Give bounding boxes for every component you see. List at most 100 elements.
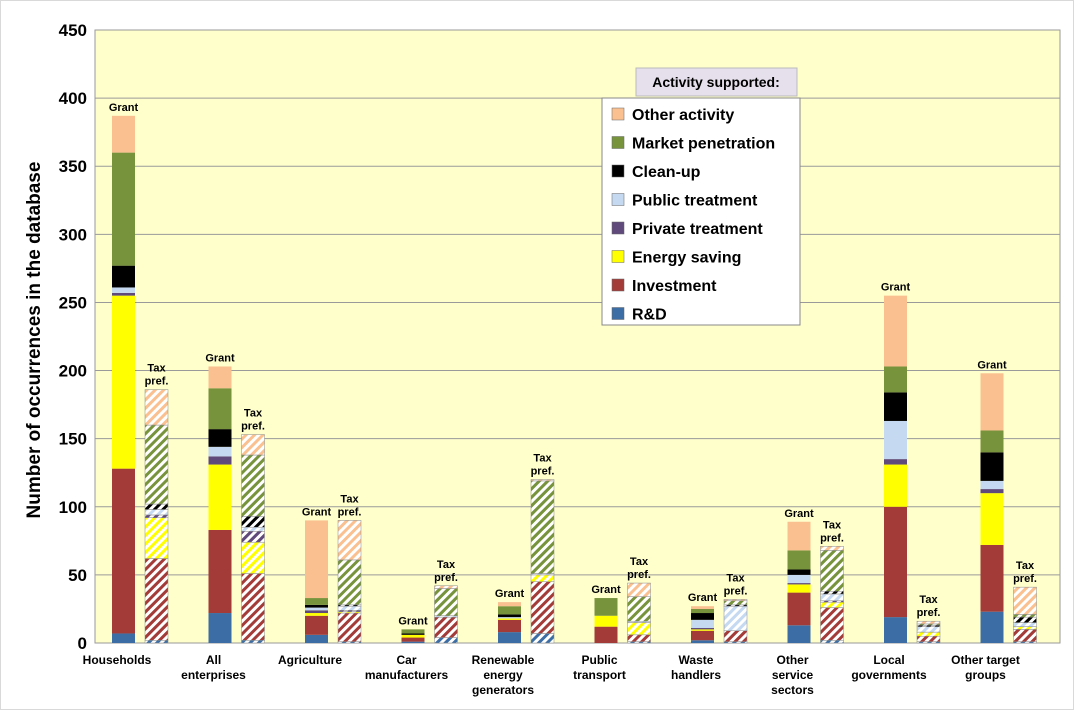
- bar-segment: [980, 373, 1004, 431]
- bar-segment: [434, 588, 458, 617]
- bar-segment: [241, 541, 265, 574]
- legend-label: Energy saving: [632, 250, 741, 267]
- bar-segment: [498, 606, 521, 615]
- bar-segment: [337, 559, 362, 606]
- bar-segment: [241, 573, 265, 641]
- bar-label: Grant: [109, 102, 139, 114]
- bar-segment: [980, 611, 1004, 643]
- legend-label: R&D: [632, 307, 667, 324]
- bar-segment: [594, 615, 618, 627]
- bar-segment: [980, 493, 1004, 545]
- legend-label: Other activity: [632, 107, 734, 124]
- bar-segment: [305, 613, 328, 616]
- bar-label: Grant: [302, 506, 332, 518]
- bar-segment: [305, 598, 328, 605]
- bar-segment: [787, 521, 811, 551]
- bar-segment: [884, 420, 907, 460]
- bar-segment: [787, 569, 811, 575]
- bar-segment: [401, 637, 425, 642]
- x-tick-label: Agriculture: [278, 653, 342, 667]
- bar-segment: [820, 550, 844, 592]
- bar-segment: [144, 517, 169, 559]
- bar-segment: [787, 574, 811, 584]
- x-tick-label: Other target groups: [951, 653, 1020, 682]
- legend-label: Investment: [632, 278, 717, 295]
- legend-swatch: [611, 307, 625, 320]
- x-tick-label: Households: [83, 653, 152, 667]
- bar-label: Tax pref.: [917, 594, 941, 619]
- legend-swatch: [611, 164, 625, 178]
- x-tick-label: Public transport: [573, 653, 626, 682]
- bar-segment: [820, 590, 844, 595]
- bar-segment: [530, 480, 555, 574]
- bar-segment: [530, 633, 555, 644]
- bar-segment: [112, 295, 135, 469]
- bar-segment: [820, 546, 844, 551]
- legend-title: Activity supported:: [652, 74, 780, 90]
- bar-label: Tax pref.: [724, 572, 748, 597]
- x-tick-label: Other service sectors: [771, 653, 814, 697]
- bar-segment: [208, 613, 232, 643]
- plot-area: [94, 29, 1061, 644]
- bar-segment: [884, 617, 907, 643]
- bar-segment: [884, 464, 907, 507]
- bar-segment: [305, 634, 328, 643]
- legend-label: Clean-up: [632, 164, 701, 181]
- bar-segment: [434, 585, 458, 589]
- bar-segment: [337, 605, 362, 611]
- bar-segment: [112, 265, 135, 288]
- y-tick-label: 400: [59, 89, 87, 108]
- bar-segment: [498, 632, 521, 643]
- x-tick-label: Car manufacturers: [365, 653, 449, 682]
- bar-segment: [723, 600, 748, 606]
- y-axis-label: Number of occurrences in the database: [24, 162, 45, 519]
- bar-label: Grant: [881, 282, 911, 294]
- bar-segment: [691, 619, 714, 629]
- bar-segment: [305, 610, 328, 614]
- bar-label: Tax pref.: [1013, 560, 1037, 585]
- bar-segment: [787, 583, 811, 585]
- bar-segment: [916, 635, 941, 642]
- bar-segment: [144, 558, 169, 641]
- bar-segment: [691, 628, 714, 630]
- bar-segment: [820, 593, 844, 602]
- bar-label: Tax pref.: [627, 556, 651, 581]
- bar-segment: [820, 640, 844, 644]
- legend-swatch: [611, 250, 625, 263]
- bar-segment: [691, 608, 714, 614]
- bar-segment: [691, 630, 714, 641]
- bar-segment: [787, 550, 811, 570]
- bar-label: Grant: [977, 359, 1007, 371]
- bar-segment: [337, 612, 362, 642]
- bar-segment: [1013, 622, 1037, 627]
- bar-segment: [434, 616, 458, 638]
- bar-segment: [916, 631, 941, 637]
- bar-segment: [498, 614, 521, 618]
- y-tick-label: 0: [78, 634, 87, 653]
- bar-segment: [691, 606, 714, 609]
- bar-segment: [530, 581, 555, 634]
- bar-segment: [1013, 614, 1037, 618]
- x-tick-label: Renewable energy generators: [472, 653, 535, 697]
- bar-segment: [401, 633, 425, 635]
- bar-segment: [112, 633, 135, 643]
- bar-label: Grant: [784, 508, 814, 520]
- bar-segment: [787, 625, 811, 643]
- bar-segment: [144, 503, 169, 510]
- bar-label: Grant: [495, 588, 525, 600]
- bar-label: Grant: [398, 615, 428, 627]
- bar-segment: [1013, 629, 1037, 642]
- bar-segment: [884, 366, 907, 393]
- bar-segment: [787, 592, 811, 626]
- bar-segment: [691, 613, 714, 620]
- bar-segment: [787, 584, 811, 593]
- legend-swatch: [611, 278, 625, 292]
- legend-label: Public treatment: [632, 193, 758, 210]
- bar-segment: [241, 454, 265, 517]
- bar-segment: [723, 599, 748, 602]
- legend-swatch: [611, 136, 625, 149]
- bar-segment: [208, 529, 232, 614]
- bar-segment: [112, 115, 135, 153]
- bar-segment: [530, 574, 555, 582]
- legend-box: [601, 97, 801, 326]
